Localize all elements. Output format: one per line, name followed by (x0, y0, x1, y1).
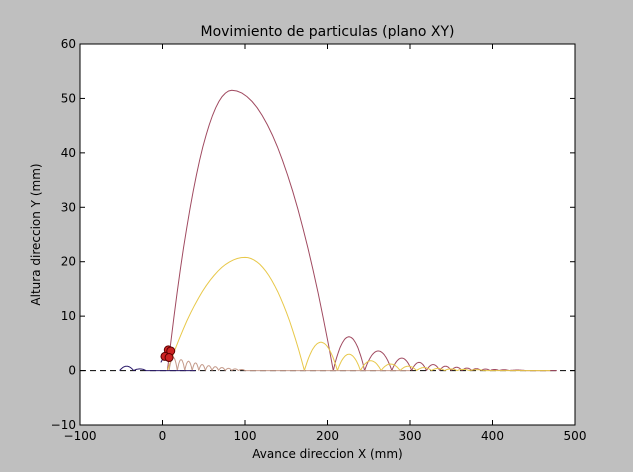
series-1-arc-9 (456, 368, 470, 372)
x-tick-label: −100 (64, 429, 97, 443)
series-2-arc-9 (231, 368, 239, 371)
series-1 (166, 256, 551, 372)
series-0-arc-0 (166, 89, 334, 371)
y-axis-label: Altura direccion Y (mm) (29, 163, 43, 305)
x-tick-label: 100 (234, 429, 257, 443)
y-tick-label: 10 (61, 309, 76, 323)
series-1-arc-5 (399, 365, 417, 371)
series-1-arc-1 (303, 341, 338, 371)
series-2-arc-1 (176, 359, 186, 371)
series-0-arc-4 (411, 361, 427, 371)
series-2-arc-10 (238, 369, 246, 372)
series-1-arc-10 (469, 369, 485, 372)
series-0-arc-3 (391, 357, 413, 371)
x-tick-label: 300 (399, 429, 422, 443)
series-2-arc-2 (184, 360, 193, 371)
x-tick-label: 0 (159, 429, 167, 443)
series-0-arc-11 (489, 369, 500, 372)
series-2-arc-4 (198, 364, 206, 371)
series-2-arc-8 (224, 367, 233, 371)
series-3-arc-1 (133, 368, 147, 372)
y-tick-label: 20 (61, 255, 76, 269)
series-1-arc-3 (360, 360, 382, 371)
particle-marker-3 (164, 353, 174, 363)
chart-title: Movimiento de particulas (plano XY) (201, 24, 455, 40)
x-tick-label: 500 (564, 429, 587, 443)
series-1-arc-0 (166, 256, 305, 371)
y-tick-label: 40 (61, 146, 76, 160)
series-0-arc-6 (439, 365, 452, 371)
x-tick-label: 200 (316, 429, 339, 443)
y-tick-label: 30 (61, 200, 76, 214)
series-0-arc-5 (426, 364, 441, 371)
x-tick-label: 400 (481, 429, 504, 443)
series-2-arc-6 (211, 366, 220, 371)
series-2-arc-3 (191, 362, 200, 371)
y-tick-label: 60 (61, 37, 76, 51)
series-2-arc-5 (204, 365, 213, 371)
series-1-arc-4 (380, 363, 401, 371)
y-tick-label: 50 (61, 91, 76, 105)
series-1-arc-6 (416, 367, 432, 371)
series-2-arc-7 (218, 367, 226, 371)
series-1-arc-8 (444, 368, 458, 372)
series-2 (168, 357, 410, 372)
series-3-arc-0 (119, 365, 135, 371)
series-0-arc-1 (332, 336, 366, 371)
series-1-arc-2 (336, 353, 361, 371)
x-axis-label: Avance direccion X (mm) (252, 447, 402, 461)
plot-area (80, 44, 575, 425)
y-tick-label: 0 (68, 364, 76, 378)
y-tick-label: −10 (51, 418, 76, 432)
series-1-arc-7 (431, 367, 445, 372)
series-0-arc-2 (364, 350, 393, 371)
series-layer (80, 89, 575, 372)
